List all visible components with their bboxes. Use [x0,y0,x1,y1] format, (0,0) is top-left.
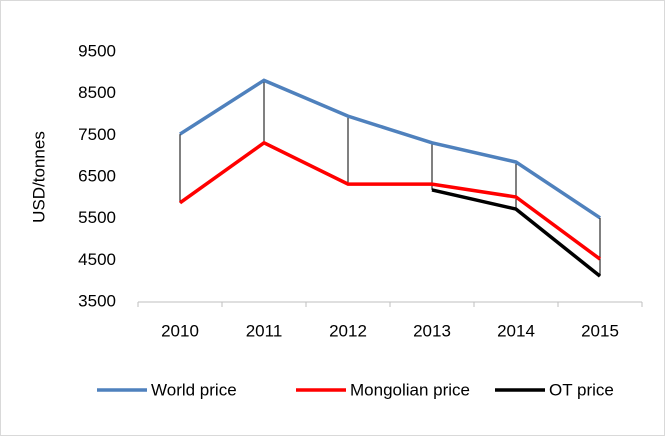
legend-label: Mongolian price [350,380,470,399]
y-tick-label: 3500 [78,291,116,310]
y-tick-label: 9500 [78,41,116,60]
x-tick-label: 2012 [329,321,367,340]
y-tick-label: 7500 [78,125,116,144]
x-tick-label: 2015 [581,321,619,340]
x-tick-label: 2014 [497,321,535,340]
y-tick-label: 6500 [78,166,116,185]
legend-label: OT price [549,380,614,399]
legend-label: World price [151,380,237,399]
y-tick-label: 5500 [78,208,116,227]
series-line [431,188,602,278]
x-tick-label: 2010 [161,321,199,340]
x-tick-label: 2013 [413,321,451,340]
y-tick-label: 8500 [78,83,116,102]
series-line [178,140,602,261]
series-line [179,78,601,220]
y-axis-label: USD/tonnes [29,131,48,223]
x-tick-label: 2011 [246,321,283,340]
y-tick-label: 4500 [78,250,116,269]
